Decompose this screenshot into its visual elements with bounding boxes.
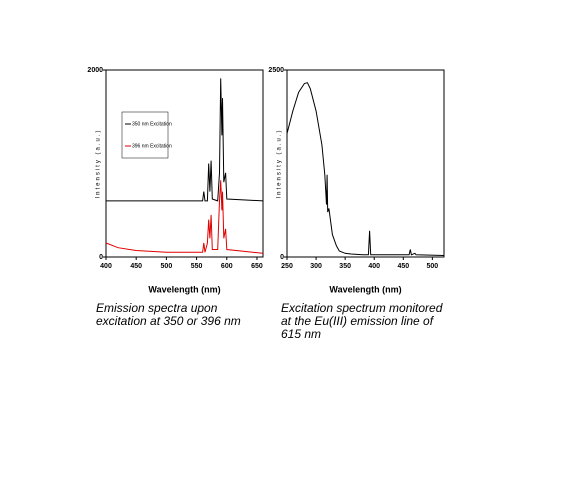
y-tick-label: 2000 (87, 67, 103, 74)
legend-label: 350 nm Excitation (132, 121, 172, 127)
x-axis-label: Wavelength (nm) (329, 284, 401, 294)
spectrum-line (105, 180, 264, 254)
x-tick-label: 450 (130, 263, 142, 270)
x-tick-label: 250 (281, 263, 293, 270)
x-tick-label: 450 (397, 263, 409, 270)
x-tick-label: 350 (339, 263, 351, 270)
x-axis-label: Wavelength (nm) (148, 284, 220, 294)
y-tick-label: 0 (280, 254, 284, 261)
x-tick-label: 550 (191, 263, 203, 270)
plot-frame (286, 69, 445, 258)
legend-box (121, 111, 169, 159)
plot-frame (105, 69, 264, 258)
x-tick-label: 500 (427, 263, 439, 270)
y-axis-label: Intensity (a.u.) (96, 128, 102, 198)
y-tick-label: 0 (99, 254, 103, 261)
caption: Emission spectra upon excitation at 350 … (96, 302, 241, 328)
x-tick-label: 300 (310, 263, 322, 270)
x-tick-label: 400 (368, 263, 380, 270)
caption: Excitation spectrum monitored at the Eu(… (281, 302, 443, 341)
spectrum-line (286, 82, 445, 256)
y-tick-label: 2500 (268, 67, 284, 74)
x-tick-label: 600 (221, 263, 233, 270)
x-tick-label: 500 (161, 263, 173, 270)
x-tick-label: 650 (251, 263, 263, 270)
spectrum-line (106, 78, 264, 202)
legend-label: 396 nm Excitation (132, 143, 172, 149)
x-tick-label: 400 (100, 263, 112, 270)
y-axis-label: Intensity (a.u.) (277, 128, 283, 198)
